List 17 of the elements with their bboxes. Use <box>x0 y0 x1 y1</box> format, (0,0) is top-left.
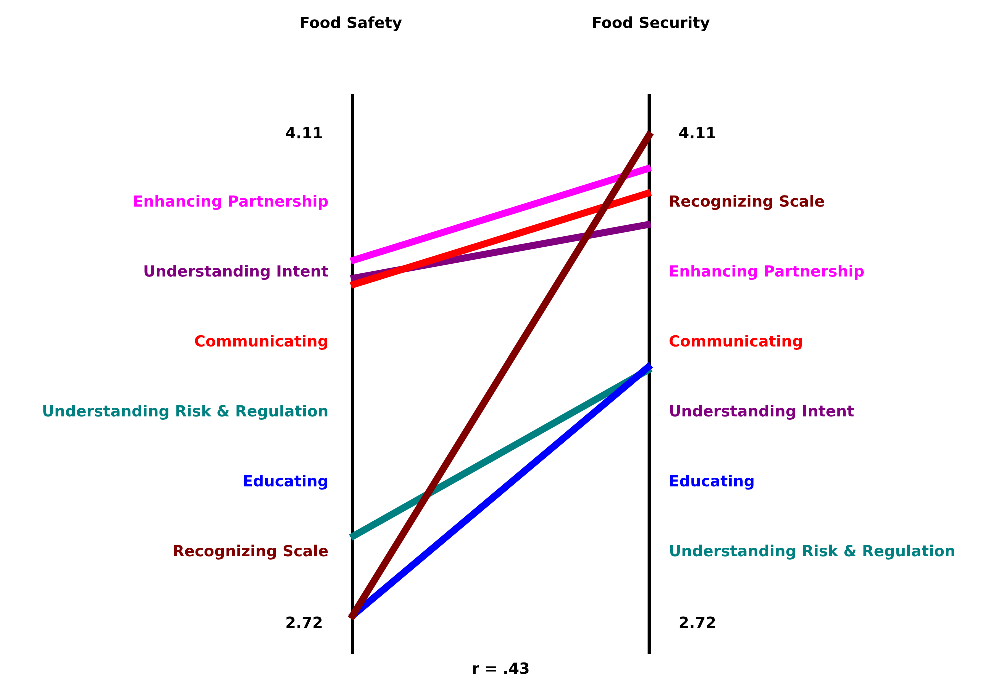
text: Understanding Risk & Regulation <box>670 544 954 560</box>
text: Educating <box>670 474 754 490</box>
x-tick-label: Food Security <box>593 16 710 32</box>
text: Enhancing Partnership <box>134 195 328 210</box>
text: Understanding Intent <box>670 405 854 420</box>
text: Enhancing Partnership <box>670 265 864 280</box>
text: r = .43 <box>473 662 529 674</box>
text: Educating <box>244 474 328 490</box>
text: Communicating <box>195 335 328 350</box>
text: Understanding Risk & Regulation <box>44 405 328 420</box>
text: Communicating <box>670 335 802 350</box>
text: Recognizing Scale <box>174 544 328 560</box>
series-label: Understanding Intent <box>144 265 328 280</box>
y2-tick-label: 2.72 <box>680 616 716 628</box>
x-tick-label: Food Safety <box>301 16 402 32</box>
text: Recognizing Scale <box>670 195 824 210</box>
y2-tick-label: 4.11 <box>679 127 716 139</box>
